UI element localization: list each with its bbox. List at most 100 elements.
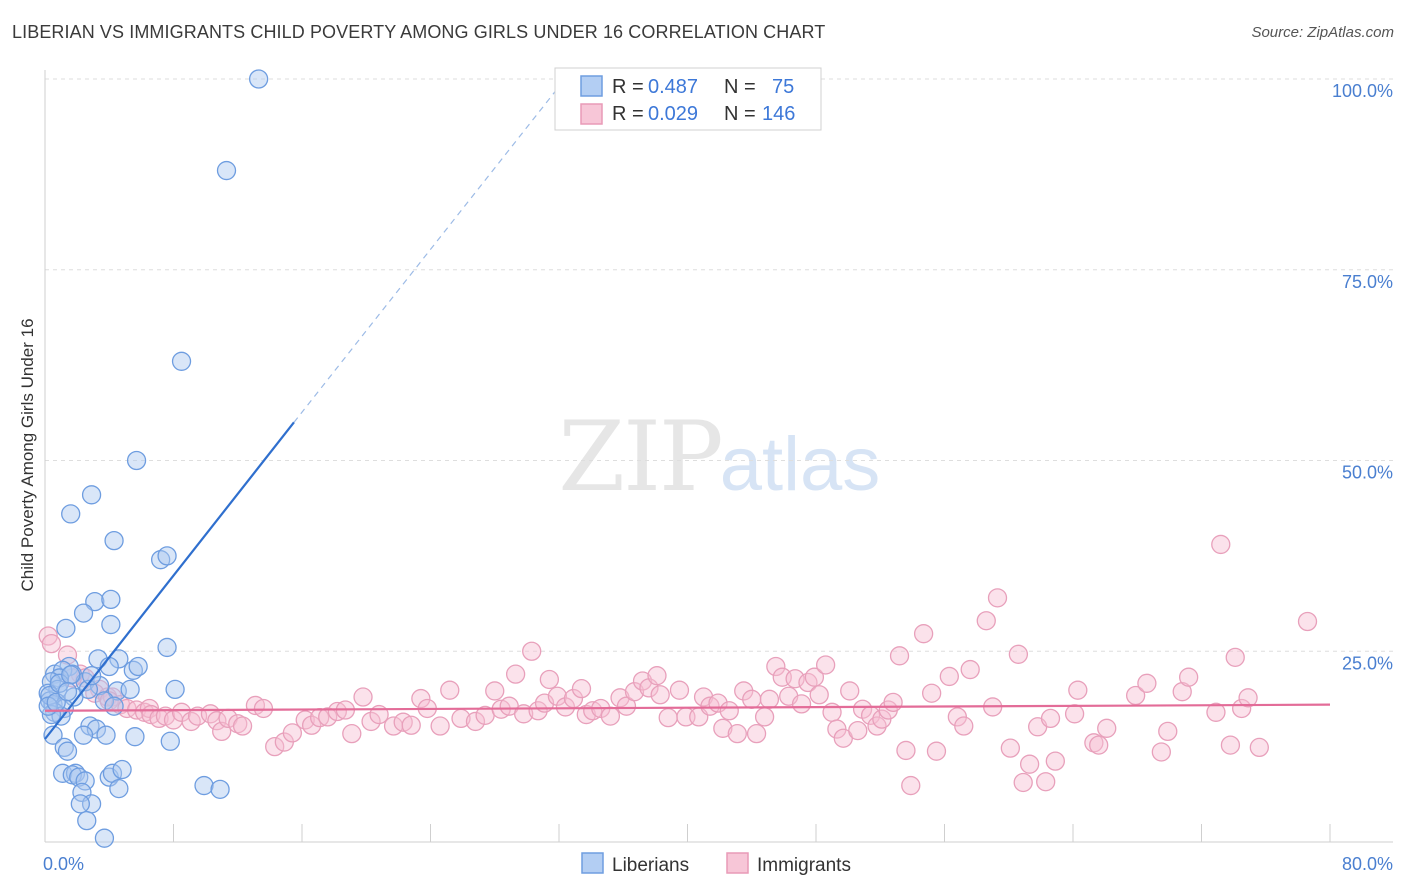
liberians-point-74 [128,656,148,677]
immigrants-point-135 [1064,704,1085,724]
immigrants-point-106 [840,681,860,701]
legend-n-label-1: N = [724,76,756,98]
legend-r-value-1: 0.487 [648,76,698,98]
immigrants-point-138 [1089,735,1109,755]
immigrants-point-34 [282,723,303,743]
liberians-point-11 [73,603,94,623]
immigrants-point-92 [754,707,775,727]
immigrants-point-129 [1013,772,1033,793]
liberians-point-2 [171,351,192,371]
liberians-point-16 [109,649,129,669]
immigrants-point-53 [465,711,486,732]
liberians-point-64 [77,810,97,831]
liberians-point-45 [96,725,116,745]
liberians-point-13 [101,614,121,635]
immigrants-point-69 [583,701,603,721]
immigrants-point-63 [539,669,560,690]
immigrants-point-36 [301,715,322,735]
immigrants-point-77 [647,666,667,686]
liberians-point-56 [112,759,132,780]
immigrants-point-133 [1040,708,1061,729]
legend-n-value-2: 146 [762,103,795,125]
immigrants-point-42 [353,687,373,707]
x-tick-label-min: 0.0% [43,854,84,874]
legend-swatch-immigrants [580,103,603,125]
immigrants-point-100 [804,667,825,687]
immigrants-point-41 [342,724,362,744]
legend-n-value-1: 75 [772,76,794,98]
immigrants-point-67 [571,678,592,699]
liberians-point-57 [75,771,95,791]
immigrants-point-124 [976,611,996,631]
immigrants-point-47 [401,715,421,735]
immigrants-point-86 [713,718,733,738]
liberians-point-44 [73,725,94,745]
immigrants-point-98 [791,694,812,714]
liberians-trend-extension [293,86,560,423]
liberians-point-9 [85,592,105,612]
immigrants-point-79 [658,707,678,728]
liberians-point-63 [70,794,90,814]
immigrants-point-117 [913,624,934,644]
y-tick-label-25: 25.0% [1342,653,1393,673]
immigrants-point-107 [848,720,868,741]
immigrants-point-43 [361,711,381,732]
liberians-point-4 [81,485,102,505]
immigrants-point-145 [1179,667,1199,687]
immigrants-point-101 [809,685,829,705]
immigrants-point-143 [1158,721,1178,742]
liberians-point-1 [216,160,237,181]
liberians-point-23 [41,672,62,692]
immigrants-point-139 [1097,718,1117,738]
legend-r-label-2: R = [612,103,644,125]
immigrants-point-32 [265,736,285,757]
immigrants-point-93 [759,689,780,709]
liberians-point-38 [165,679,185,700]
y-tick-label-75: 75.0% [1342,272,1393,292]
immigrants-point-102 [815,655,836,675]
immigrants-point-120 [939,666,959,687]
immigrants-point-73 [616,696,637,716]
immigrants-point-50 [430,716,450,736]
liberians-point-47 [160,731,180,751]
liberians-point-10 [101,589,121,610]
immigrants-point-29 [232,716,253,736]
liberians-point-5 [61,504,81,524]
legend-r-value-2: 0.029 [648,103,698,125]
liberians-point-34 [81,666,102,686]
immigrants-point-87 [719,701,739,721]
immigrants-point-2 [41,633,62,654]
liberians-point-70 [61,665,81,685]
immigrants-point-31 [253,698,274,719]
immigrants-point-141 [1137,673,1157,693]
liberians-point-3 [126,450,147,471]
immigrants-point-74 [624,682,645,702]
liberians-trend-line [44,421,295,740]
bottom-legend-liberians: Liberians [612,855,689,876]
legend-swatch-liberians [580,75,603,97]
liberians-point-14 [157,637,177,658]
immigrants-point-39 [327,701,347,722]
immigrants-point-90 [742,689,762,709]
immigrants-point-48 [411,688,431,709]
immigrants-point-148 [1225,647,1245,668]
immigrants-point-88 [727,724,747,744]
immigrants-point-116 [901,775,921,796]
x-tick-label-max: 80.0% [1342,854,1393,874]
immigrants-point-38 [318,707,338,727]
watermark-atlas: atlas [720,422,881,507]
axes [44,70,1393,843]
liberians-point-73 [57,682,78,702]
immigrants-point-71 [600,706,621,726]
immigrants-point-114 [889,646,910,666]
y-axis-label: Child Poverty Among Girls Under 16 [18,318,37,591]
liberians-point-12 [56,618,76,639]
immigrants-point-58 [505,664,526,684]
immigrants-point-126 [987,588,1008,608]
liberians-point-59 [109,778,129,799]
immigrants-point-55 [485,681,505,701]
immigrants-point-51 [440,680,460,700]
liberians-point-39 [120,679,140,700]
trend-lines [44,86,1331,740]
